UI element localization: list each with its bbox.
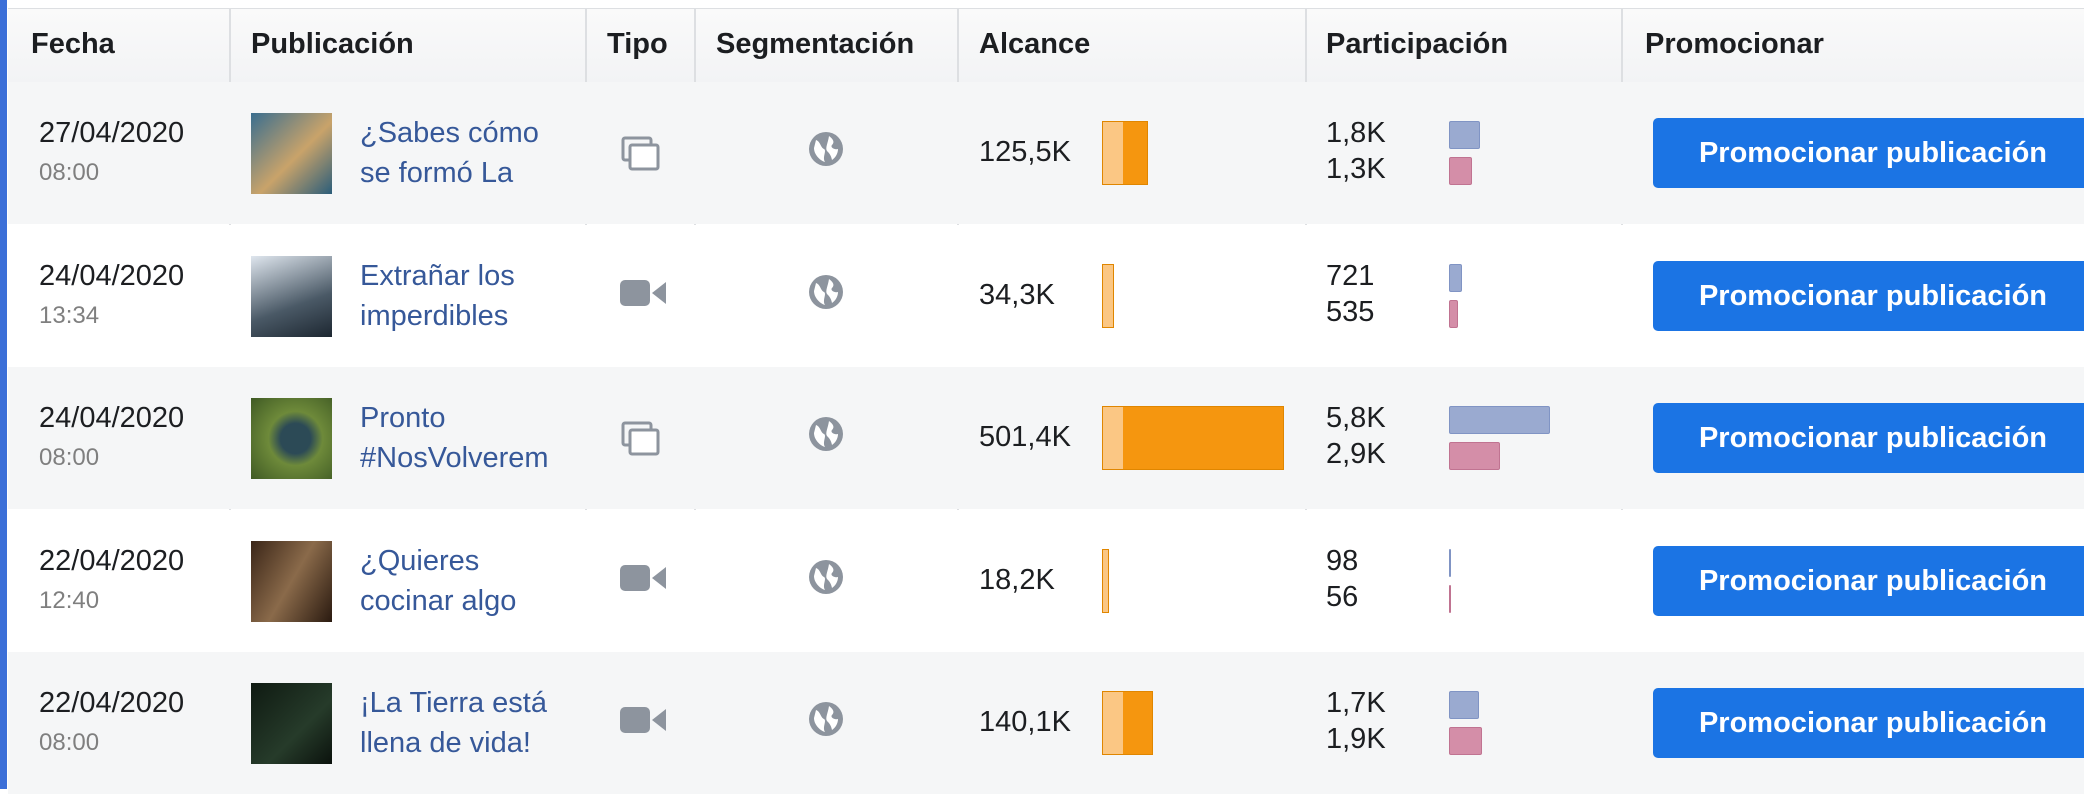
type-icon bbox=[620, 563, 666, 598]
post-date: 24/04/2020 bbox=[39, 402, 184, 435]
post-date: 22/04/2020 bbox=[39, 545, 184, 578]
engagement-bar bbox=[1449, 442, 1500, 470]
table-row: 24/04/2020 08:00 Pronto #NosVolverem 501,4K… bbox=[8, 367, 2084, 509]
targeting-globe bbox=[808, 274, 844, 315]
type-icon bbox=[620, 278, 666, 313]
targeting-globe bbox=[808, 559, 844, 600]
engagement-bar bbox=[1449, 406, 1550, 434]
promote-button[interactable]: Promocionar publicación bbox=[1653, 403, 2084, 473]
post-title-link[interactable]: Pronto #NosVolverem bbox=[360, 398, 575, 478]
engagement-label: 98 bbox=[1326, 545, 1358, 578]
type-icon bbox=[620, 135, 660, 176]
post-time: 08:00 bbox=[39, 729, 99, 757]
post-title-link[interactable]: ¿Sabes cómo se formó La bbox=[360, 113, 575, 193]
engagement-label: 2,9K bbox=[1326, 438, 1386, 471]
column-header: Promocionar bbox=[1645, 26, 1824, 62]
engagement-label: 1,7K bbox=[1326, 687, 1386, 720]
table-row: 27/04/2020 08:00 ¿Sabes cómo se formó La 12… bbox=[8, 82, 2084, 224]
engagement-bar bbox=[1449, 585, 1451, 613]
reach-bar-organic bbox=[1103, 692, 1123, 754]
reach-bar-organic bbox=[1103, 122, 1123, 184]
reach-label: 34,3K bbox=[979, 279, 1055, 312]
promote-button[interactable]: Promocionar publicación bbox=[1653, 688, 2084, 758]
type-icon bbox=[620, 705, 666, 740]
engagement-bar bbox=[1449, 691, 1479, 719]
reach-label: 18,2K bbox=[979, 564, 1055, 597]
thumbnail bbox=[251, 113, 332, 194]
engagement-label: 1,3K bbox=[1326, 153, 1386, 186]
column-header: Publicación bbox=[251, 26, 414, 62]
reach-bar bbox=[1102, 121, 1148, 185]
table-row: 24/04/2020 13:34 Extrañar los imperdibles 3… bbox=[8, 225, 2084, 367]
engagement-bar bbox=[1449, 121, 1480, 149]
engagement-label: 721 bbox=[1326, 260, 1374, 293]
reach-bar-organic bbox=[1103, 265, 1114, 327]
promote-button[interactable]: Promocionar publicación bbox=[1653, 546, 2084, 616]
page: Fecha Publicación Tipo Segmentación Alcance P… bbox=[0, 0, 2084, 789]
post-title-link[interactable]: ¡La Tierra está llena de vida! bbox=[360, 683, 575, 763]
promote-button[interactable]: Promocionar publicación bbox=[1653, 118, 2084, 188]
reach-label: 140,1K bbox=[979, 706, 1071, 739]
thumbnail bbox=[251, 541, 332, 622]
post-date: 27/04/2020 bbox=[39, 117, 184, 150]
reach-bar bbox=[1102, 691, 1153, 755]
targeting-globe bbox=[808, 416, 844, 457]
targeting-globe bbox=[808, 701, 844, 742]
reach-bar-organic bbox=[1103, 550, 1109, 612]
post-title-link[interactable]: ¿Quieres cocinar algo bbox=[360, 541, 575, 621]
left-edge bbox=[0, 0, 7, 789]
table-row: 22/04/2020 12:40 ¿Quieres cocinar algo 18,2… bbox=[8, 510, 2084, 652]
reach-bar bbox=[1102, 549, 1109, 613]
thumbnail bbox=[251, 398, 332, 479]
reach-bar bbox=[1102, 406, 1284, 470]
engagement-bar bbox=[1449, 549, 1451, 577]
reach-bar bbox=[1102, 264, 1114, 328]
engagement-bar bbox=[1449, 300, 1458, 328]
column-header: Tipo bbox=[607, 26, 668, 62]
column-header: Alcance bbox=[979, 26, 1090, 62]
reach-label: 501,4K bbox=[979, 421, 1071, 454]
engagement-label: 56 bbox=[1326, 581, 1358, 614]
type-icon bbox=[620, 420, 660, 461]
post-time: 08:00 bbox=[39, 159, 99, 187]
post-time: 12:40 bbox=[39, 587, 99, 615]
column-header: Segmentación bbox=[716, 26, 914, 62]
engagement-bar bbox=[1449, 727, 1482, 755]
engagement-label: 1,9K bbox=[1326, 723, 1386, 756]
engagement-label: 535 bbox=[1326, 296, 1374, 329]
post-date: 22/04/2020 bbox=[39, 687, 184, 720]
thumbnail bbox=[251, 256, 332, 337]
table-row: 22/04/2020 08:00 ¡La Tierra está llena de … bbox=[8, 652, 2084, 794]
targeting-globe bbox=[808, 131, 844, 172]
reach-label: 125,5K bbox=[979, 136, 1071, 169]
engagement-label: 5,8K bbox=[1326, 402, 1386, 435]
post-time: 13:34 bbox=[39, 302, 99, 330]
engagement-bar bbox=[1449, 157, 1472, 185]
column-header: Fecha bbox=[31, 26, 115, 62]
post-date: 24/04/2020 bbox=[39, 260, 184, 293]
column-header: Participación bbox=[1326, 26, 1508, 62]
reach-bar-organic bbox=[1103, 407, 1123, 469]
engagement-bar bbox=[1449, 264, 1462, 292]
promote-button[interactable]: Promocionar publicación bbox=[1653, 261, 2084, 331]
post-time: 08:00 bbox=[39, 444, 99, 472]
engagement-label: 1,8K bbox=[1326, 117, 1386, 150]
post-title-link[interactable]: Extrañar los imperdibles bbox=[360, 256, 575, 336]
thumbnail bbox=[251, 683, 332, 764]
